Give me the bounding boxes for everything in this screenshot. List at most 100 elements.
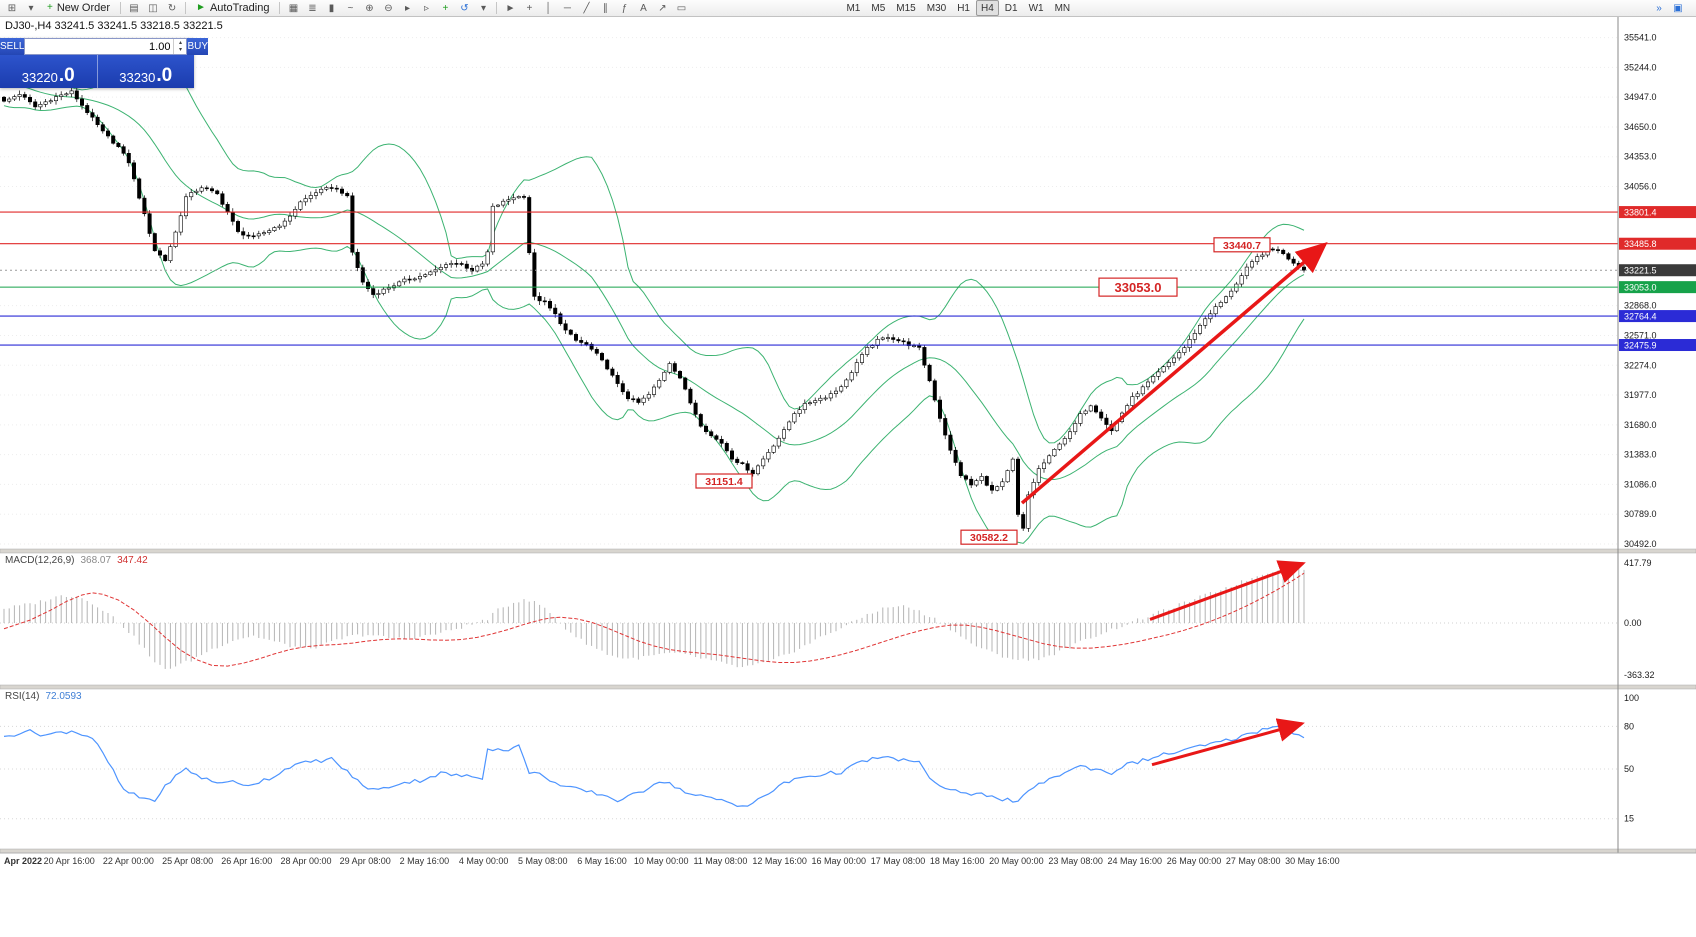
time-tick[interactable]: 17 May 08:00	[871, 856, 926, 866]
timeframe-m30[interactable]: M30	[926, 2, 947, 14]
timeframe-h1[interactable]: H1	[957, 2, 970, 14]
annotation-label: 33053.0	[1115, 280, 1162, 295]
trend-arrow-rsi[interactable]	[1151, 718, 1305, 767]
time-tick[interactable]: 24 May 16:00	[1108, 856, 1163, 866]
arrows-icon[interactable]: ↗	[658, 2, 667, 14]
fibonacci-icon[interactable]: ƒ	[621, 2, 628, 14]
scroll-to-end-icon[interactable]: »	[1656, 2, 1662, 14]
time-tick[interactable]: 20 May 00:00	[989, 856, 1044, 866]
axis-tag-label: 32475.9	[1624, 341, 1657, 351]
axis-tag	[1619, 339, 1696, 352]
time-tick[interactable]: 25 Apr 08:00	[162, 856, 213, 866]
axis-tag-label: 32764.4	[1624, 312, 1657, 322]
zoom-out-icon[interactable]: ⊖	[384, 2, 393, 14]
auto-scroll-icon[interactable]: ▸	[404, 2, 410, 14]
sell-price-frac: .0	[58, 64, 75, 86]
trend-arrow-main[interactable]	[1020, 242, 1328, 505]
sell-button[interactable]: SELL	[0, 38, 25, 55]
timeframe-m5[interactable]: M5	[871, 2, 886, 14]
price-tick: 31680.0	[1624, 420, 1657, 430]
sell-price[interactable]: 33220.0	[0, 55, 97, 88]
horizontal-line-icon[interactable]: ─	[563, 2, 572, 14]
profiles-icon[interactable]: ▤	[129, 2, 139, 14]
timeframe-d1[interactable]: D1	[1004, 2, 1018, 14]
chart-bars-icon[interactable]: ≣	[308, 2, 317, 14]
timeframe-h4[interactable]: H4	[975, 0, 999, 16]
panel-separator[interactable]	[0, 848, 1696, 854]
time-tick[interactable]: 18 May 16:00	[930, 856, 985, 866]
chart-line-icon[interactable]: ~	[347, 2, 354, 14]
time-tick[interactable]: 5 May 08:00	[518, 856, 568, 866]
cursor-icon[interactable]: ►	[505, 2, 516, 14]
time-tick[interactable]: 6 May 16:00	[577, 856, 627, 866]
one-click-trading-panel: SELL ▴ ▾ BUY 33220.0 33230.0	[0, 38, 209, 88]
rsi-name: RSI(14)	[5, 691, 40, 702]
toolbar-separator	[279, 2, 281, 14]
indicators-add-icon[interactable]: +	[442, 2, 449, 14]
time-tick[interactable]: Apr 2022	[4, 856, 42, 866]
trend-arrow-macd[interactable]	[1149, 560, 1306, 621]
chart-canvas[interactable]: 35541.0 35244.0 34947.0 34650.0 34353.0 34056…	[0, 17, 1696, 937]
annotation-box[interactable]	[1213, 237, 1271, 253]
timeframe-m15[interactable]: M15	[896, 2, 916, 14]
timeframe-w1[interactable]: W1	[1028, 2, 1044, 14]
new-order-label: New Order	[56, 2, 111, 14]
cycles-icon[interactable]: ↺	[460, 2, 469, 14]
new-order-button[interactable]: + New Order	[41, 1, 116, 16]
time-tick[interactable]: 29 Apr 08:00	[340, 856, 391, 866]
trendline-icon[interactable]: ╱	[583, 2, 590, 14]
time-tick[interactable]: 12 May 16:00	[752, 856, 807, 866]
chart-background[interactable]	[0, 17, 1696, 937]
crosshair-icon[interactable]: +	[526, 2, 533, 14]
time-tick[interactable]: 26 May 00:00	[1167, 856, 1222, 866]
annotation-box[interactable]	[960, 529, 1018, 545]
time-tick[interactable]: 22 Apr 00:00	[103, 856, 154, 866]
time-tick[interactable]: 30 May 16:00	[1285, 856, 1340, 866]
time-axis[interactable]	[0, 853, 1696, 871]
volume-up-button[interactable]: ▴	[178, 39, 182, 46]
panel-separator[interactable]	[0, 684, 1696, 690]
shapes-icon[interactable]: ▭	[676, 2, 687, 14]
windows-icon[interactable]: ◫	[148, 2, 158, 14]
axis-tag-label: 33053.0	[1624, 283, 1657, 293]
annotation-label: 31151.4	[705, 476, 743, 488]
rsi-label: RSI(14) 72.0593	[5, 691, 82, 702]
time-tick[interactable]: 26 Apr 16:00	[221, 856, 272, 866]
time-tick[interactable]: 28 Apr 00:00	[280, 856, 331, 866]
text-icon[interactable]: A	[640, 2, 647, 14]
chart-shift-icon[interactable]: ▹	[423, 2, 429, 14]
chart-candles-icon[interactable]: ▮	[328, 2, 335, 14]
time-tick[interactable]: 2 May 16:00	[400, 856, 450, 866]
time-tick[interactable]: 16 May 00:00	[812, 856, 867, 866]
time-tick[interactable]: 11 May 08:00	[693, 856, 747, 866]
time-tick[interactable]: 10 May 00:00	[634, 856, 689, 866]
tile-windows-icon[interactable]: ▦	[288, 2, 299, 14]
new-chart-icon[interactable]: ⊞	[7, 2, 17, 14]
chart-dropdown-icon[interactable]: ▾	[28, 2, 34, 14]
time-tick[interactable]: 4 May 00:00	[459, 856, 509, 866]
autotrading-button[interactable]: ► AutoTrading	[190, 1, 275, 16]
time-tick[interactable]: 27 May 08:00	[1226, 856, 1281, 866]
buy-price[interactable]: 33230.0	[98, 55, 195, 88]
macd-tick: 417.79	[1624, 558, 1652, 568]
timeframe-mn[interactable]: MN	[1054, 2, 1071, 14]
volume-down-button[interactable]: ▾	[178, 47, 182, 54]
new-order-icon: +	[47, 2, 53, 13]
rsi-tick: 50	[1624, 764, 1634, 774]
buy-button[interactable]: BUY	[187, 38, 209, 55]
zoom-in-icon[interactable]: ⊕	[365, 2, 374, 14]
time-tick[interactable]: 20 Apr 16:00	[44, 856, 95, 866]
volume-input[interactable]	[25, 39, 174, 54]
templates-icon[interactable]: ▾	[480, 2, 486, 14]
docking-icon[interactable]: ▣	[1673, 2, 1683, 14]
price-axis[interactable]	[1618, 17, 1696, 853]
time-tick[interactable]: 23 May 08:00	[1048, 856, 1103, 866]
refresh-icon[interactable]: ↻	[167, 2, 177, 14]
channel-icon[interactable]: ∥	[602, 2, 608, 14]
vertical-line-icon[interactable]: │	[545, 2, 552, 14]
price-tick: 34947.0	[1624, 92, 1657, 102]
timeframe-m1[interactable]: M1	[846, 2, 861, 14]
panel-separator[interactable]	[0, 548, 1696, 554]
annotation-box[interactable]	[695, 473, 753, 489]
annotation-box[interactable]	[1098, 277, 1178, 297]
